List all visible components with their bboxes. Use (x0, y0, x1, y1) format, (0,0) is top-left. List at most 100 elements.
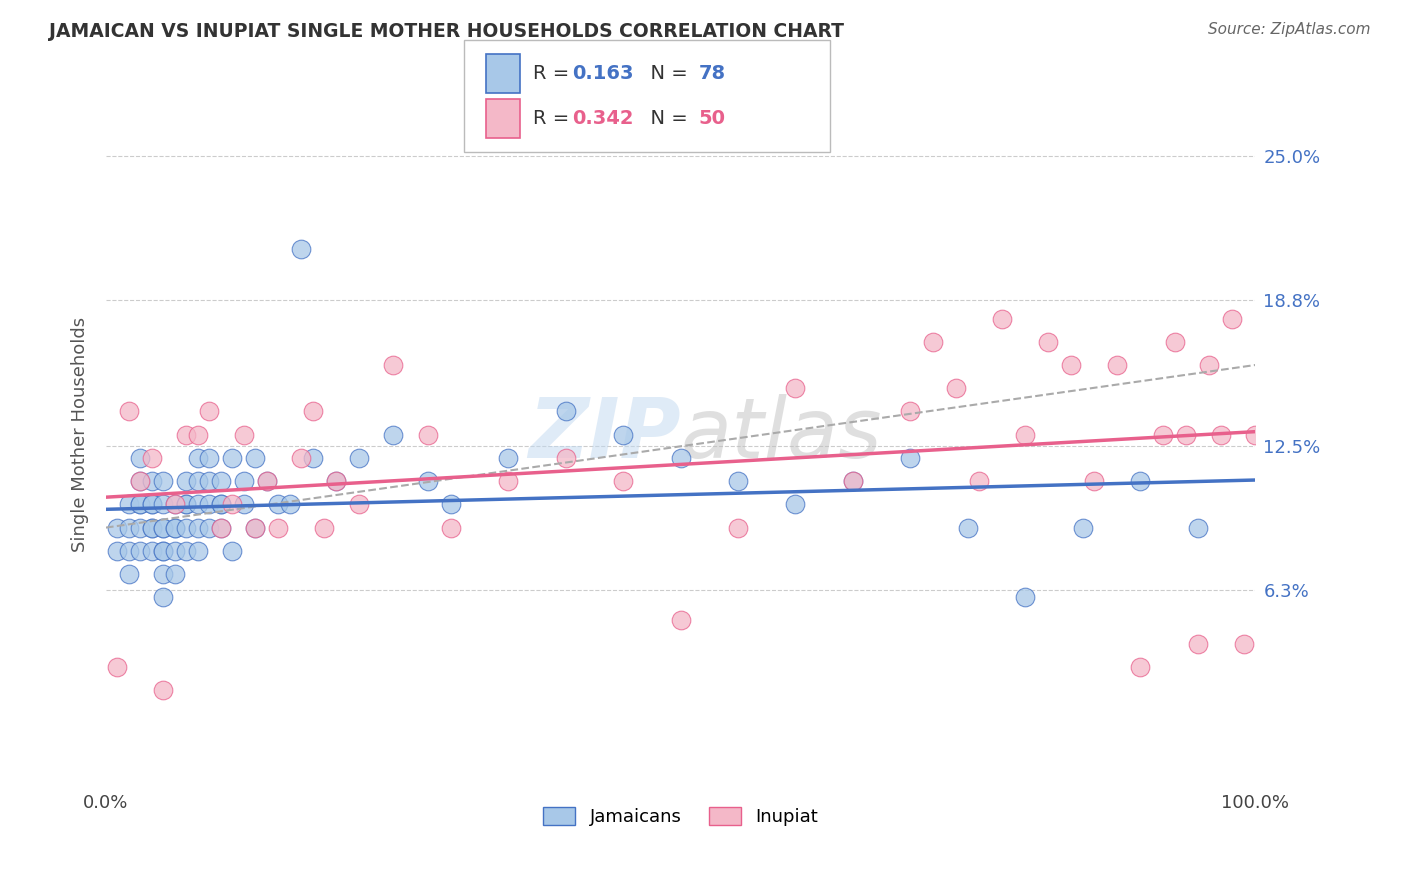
Point (1014, 591, 1036, 605)
Point (141, 474, 163, 488)
Point (198, 520, 221, 534)
Point (152, 591, 174, 605)
Point (176, 544, 198, 558)
Point (209, 497, 232, 511)
Text: N =: N = (638, 109, 695, 128)
Point (152, 497, 174, 511)
Text: R =: R = (533, 109, 575, 128)
Point (669, 614, 692, 628)
Point (129, 520, 152, 534)
Point (221, 497, 243, 511)
Point (245, 520, 267, 534)
Point (163, 520, 186, 534)
Text: JAMAICAN VS INUPIAT SINGLE MOTHER HOUSEHOLDS CORRELATION CHART: JAMAICAN VS INUPIAT SINGLE MOTHER HOUSEH… (49, 22, 844, 41)
Point (278, 497, 301, 511)
Point (118, 544, 141, 558)
Point (1209, 427, 1232, 442)
Point (440, 520, 463, 534)
Point (1187, 520, 1209, 534)
Point (209, 520, 232, 534)
Point (105, 544, 128, 558)
Point (1060, 358, 1083, 372)
Point (301, 404, 323, 418)
Legend: Jamaicans, Inupiat: Jamaicans, Inupiat (536, 799, 825, 833)
Point (314, 520, 336, 534)
Point (152, 544, 174, 558)
Point (612, 427, 634, 442)
Point (105, 660, 128, 674)
Point (163, 497, 186, 511)
Point (727, 474, 749, 488)
Point (382, 427, 405, 442)
Point (152, 567, 174, 582)
Point (152, 544, 174, 558)
Point (187, 427, 209, 442)
Point (382, 358, 405, 372)
Point (325, 474, 347, 488)
Point (256, 474, 278, 488)
Point (221, 450, 243, 465)
Point (245, 450, 267, 465)
Point (209, 474, 232, 488)
Point (129, 544, 152, 558)
Point (1244, 427, 1267, 442)
Point (956, 520, 979, 534)
Point (118, 497, 141, 511)
Point (198, 404, 221, 418)
Point (256, 474, 278, 488)
Point (922, 334, 945, 349)
Y-axis label: Single Mother Households: Single Mother Households (72, 318, 89, 552)
Point (176, 427, 198, 442)
Text: N =: N = (638, 64, 695, 83)
Point (347, 450, 370, 465)
Text: ZIP: ZIP (527, 394, 681, 475)
Point (187, 474, 209, 488)
Point (129, 474, 152, 488)
Point (232, 474, 254, 488)
Point (129, 474, 152, 488)
Point (176, 520, 198, 534)
Point (1107, 358, 1129, 372)
Point (669, 450, 692, 465)
Point (1220, 311, 1243, 326)
Point (152, 474, 174, 488)
Point (842, 474, 865, 488)
Text: R =: R = (533, 64, 575, 83)
Point (898, 404, 921, 418)
Point (1175, 427, 1198, 442)
Point (416, 427, 439, 442)
Text: Source: ZipAtlas.com: Source: ZipAtlas.com (1208, 22, 1371, 37)
Point (1071, 520, 1094, 534)
Point (612, 474, 634, 488)
Point (141, 520, 163, 534)
Point (301, 450, 323, 465)
Text: 0.163: 0.163 (572, 64, 634, 83)
Point (290, 242, 312, 256)
Point (152, 520, 174, 534)
Point (209, 497, 232, 511)
Point (209, 520, 232, 534)
Text: atlas: atlas (681, 394, 882, 475)
Point (232, 497, 254, 511)
Point (945, 381, 967, 395)
Point (176, 497, 198, 511)
Point (290, 450, 312, 465)
Point (152, 520, 174, 534)
Point (785, 381, 807, 395)
Point (554, 450, 576, 465)
Point (163, 497, 186, 511)
Point (129, 450, 152, 465)
Point (496, 474, 519, 488)
Point (842, 474, 865, 488)
Text: 78: 78 (699, 64, 725, 83)
Point (163, 544, 186, 558)
Point (187, 497, 209, 511)
Point (1038, 334, 1060, 349)
Point (141, 497, 163, 511)
Point (198, 450, 221, 465)
Point (1187, 637, 1209, 651)
Point (267, 520, 290, 534)
Point (198, 474, 221, 488)
Point (118, 404, 141, 418)
Point (496, 450, 519, 465)
